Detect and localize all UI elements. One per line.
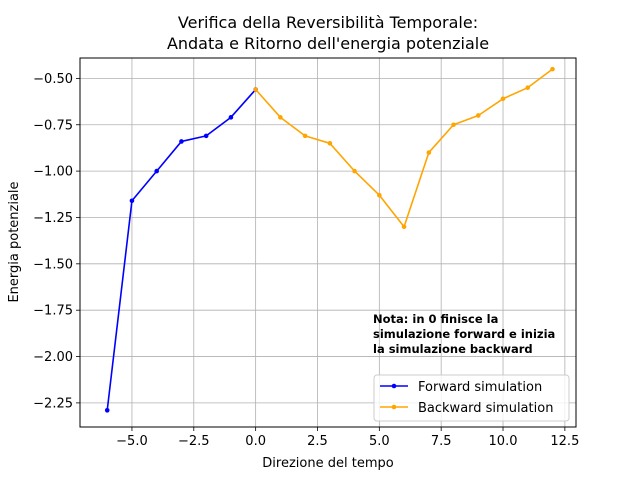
y-tick-label: −1.50 xyxy=(33,257,73,272)
ticks: −5.0 −2.5 0.0 2.5 5.0 7.5 10.0 12.5 −2.25 −2.00 −1… xyxy=(33,72,579,449)
data-point-backward xyxy=(426,150,432,155)
x-tick-label: −5.0 xyxy=(116,434,148,449)
x-tick-label: 0.0 xyxy=(245,434,266,449)
x-tick-label: 12.5 xyxy=(550,434,579,449)
grid xyxy=(80,58,576,427)
data-point-backward xyxy=(451,122,456,128)
annotation-line-1: Nota: in 0 finisce la xyxy=(373,312,498,326)
data-point-forward xyxy=(179,139,184,144)
y-tick-label: −2.00 xyxy=(33,350,73,365)
data-point-forward xyxy=(104,408,110,413)
x-tick-label: −2.5 xyxy=(178,434,210,449)
x-tick-label: 5.0 xyxy=(369,434,390,449)
data-point-backward xyxy=(327,140,333,146)
y-axis-label: Energia potenziale xyxy=(7,181,22,302)
data-point-backward xyxy=(253,87,258,92)
y-tick-label: −0.75 xyxy=(33,118,73,133)
y-tick-label: −0.50 xyxy=(33,72,73,87)
data-point-forward xyxy=(228,115,234,120)
data-point-backward xyxy=(525,85,531,90)
series-group xyxy=(104,66,555,413)
data-point-backward xyxy=(550,66,555,72)
data-point-backward xyxy=(377,192,382,198)
data-point-backward xyxy=(278,115,283,120)
legend-marker-forward xyxy=(391,383,397,389)
y-tick-label: −1.25 xyxy=(33,211,73,226)
data-point-forward xyxy=(203,133,209,139)
x-axis-label: Direzione del tempo xyxy=(262,456,393,471)
y-tick-label: −2.25 xyxy=(33,396,73,411)
annotation-line-2: simulazione forward e inizia xyxy=(373,327,555,341)
data-point-forward xyxy=(154,168,159,174)
x-tick-label: 7.5 xyxy=(431,434,452,449)
chart-title-line-1: Verifica della Reversibilità Temporale: xyxy=(178,13,478,32)
chart-title-line-2: Andata e Ritorno dell'energia potenziale xyxy=(167,34,489,53)
data-point-backward xyxy=(401,224,407,230)
annotation-line-3: la simulazione backward xyxy=(373,342,533,356)
data-point-backward xyxy=(475,113,481,118)
x-tick-label: 10.0 xyxy=(489,434,518,449)
data-point-backward xyxy=(500,96,506,102)
annotation: Nota: in 0 finisce la simulazione forwar… xyxy=(373,312,555,356)
x-tick-label: 2.5 xyxy=(307,434,328,449)
legend-marker-backward xyxy=(391,404,397,410)
data-point-backward xyxy=(352,168,357,174)
data-point-forward xyxy=(129,198,135,204)
y-tick-label: −1.75 xyxy=(33,304,73,319)
data-point-backward xyxy=(302,133,308,139)
legend-label-forward: Forward simulation xyxy=(418,380,542,395)
legend-box xyxy=(373,374,570,422)
y-tick-label: −1.00 xyxy=(33,165,73,180)
legend: Forward simulation Backward simulation xyxy=(373,374,570,422)
legend-label-backward: Backward simulation xyxy=(418,401,553,416)
plot-area-frame xyxy=(79,57,577,428)
